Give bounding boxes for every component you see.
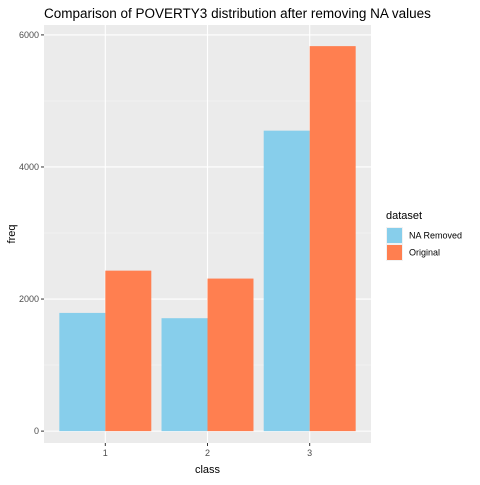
axes: 0 2000 4000 6000 1 2 3: [19, 30, 312, 458]
x-axis-title: class: [195, 464, 221, 476]
legend-label: Original: [409, 248, 440, 258]
y-axis-title: freq: [6, 225, 18, 244]
legend-swatch: [387, 245, 402, 260]
bar-na-removed-class-3: [263, 130, 310, 432]
x-tick-label: 2: [205, 448, 210, 458]
bar-original-class-3: [309, 46, 356, 432]
x-tick-label: 3: [307, 448, 312, 458]
bar-original-class-2: [207, 278, 254, 432]
legend-title: dataset: [386, 210, 422, 222]
bar-original-class-1: [105, 270, 152, 432]
legend-label: NA Removed: [409, 231, 462, 241]
bar-na-removed-class-2: [161, 318, 208, 432]
y-tick-label: 4000: [19, 162, 39, 172]
y-tick-label: 6000: [19, 30, 39, 40]
x-tick-label: 1: [103, 448, 108, 458]
bar-na-removed-class-1: [59, 312, 106, 432]
y-tick-label: 2000: [19, 294, 39, 304]
chart-title: Comparison of POVERTY3 distribution afte…: [44, 6, 431, 21]
y-tick-label: 0: [34, 426, 39, 436]
bars: [59, 46, 356, 432]
legend-swatch: [387, 228, 402, 243]
legend: dataset NA Removed Original: [386, 210, 462, 261]
